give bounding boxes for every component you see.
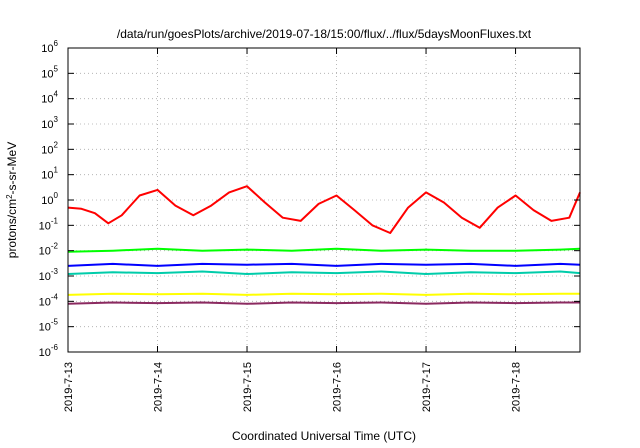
series-line-6 (67, 301, 580, 305)
series-line-2 (67, 247, 581, 253)
y-tick-label: 103 (41, 115, 58, 131)
y-tick-label: 101 (41, 166, 58, 182)
axis-ticks (67, 47, 580, 353)
x-tick-label: 2019-7-13 (63, 362, 75, 412)
series-line-3 (67, 262, 581, 267)
y-axis-label: protons/cm2-s-sr-MeV (5, 142, 20, 258)
y-tick-label: 10-3 (39, 267, 59, 283)
y-tick-label: 10-5 (39, 318, 59, 334)
chart-title: /data/run/goesPlots/archive/2019-07-18/1… (117, 27, 532, 41)
y-tick-label: 10-2 (39, 242, 59, 258)
y-tick-label: 10-1 (39, 216, 59, 232)
y-tick-label: 106 (41, 39, 58, 55)
x-tick-label: 2019-7-18 (511, 362, 523, 412)
y-tick-label: 100 (41, 191, 58, 207)
x-tick-label: 2019-7-16 (332, 362, 344, 412)
y-tick-label: 10-4 (39, 292, 59, 308)
y-axis-label-part-2: -s-sr-MeV (5, 142, 19, 195)
y-tick-labels: 106 105 104 103 102 101 100 10-1 10-2 10-3 10-4 10-… (39, 39, 59, 359)
series-line-5 (67, 292, 580, 296)
y-axis-label-part-1: protons/cm (5, 199, 19, 258)
x-tick-label: 2019-7-17 (421, 362, 433, 412)
grid-lines (67, 48, 580, 352)
series-line-4 (67, 270, 581, 275)
x-tick-labels: 2019-7-13 2019-7-14 2019-7-15 2019-7-16 2019… (63, 362, 523, 412)
y-tick-label: 105 (41, 64, 58, 80)
x-tick-label: 2019-7-15 (242, 362, 254, 412)
y-tick-label: 104 (41, 90, 58, 106)
y-axis-label-superscript: 2 (5, 194, 14, 199)
series-layer (67, 185, 581, 305)
x-axis-label: Coordinated Universal Time (UTC) (232, 429, 416, 443)
y-tick-label: 10-6 (39, 343, 59, 359)
series-line-1 (67, 185, 581, 234)
y-tick-label: 102 (41, 140, 58, 156)
x-tick-label: 2019-7-14 (153, 362, 165, 412)
